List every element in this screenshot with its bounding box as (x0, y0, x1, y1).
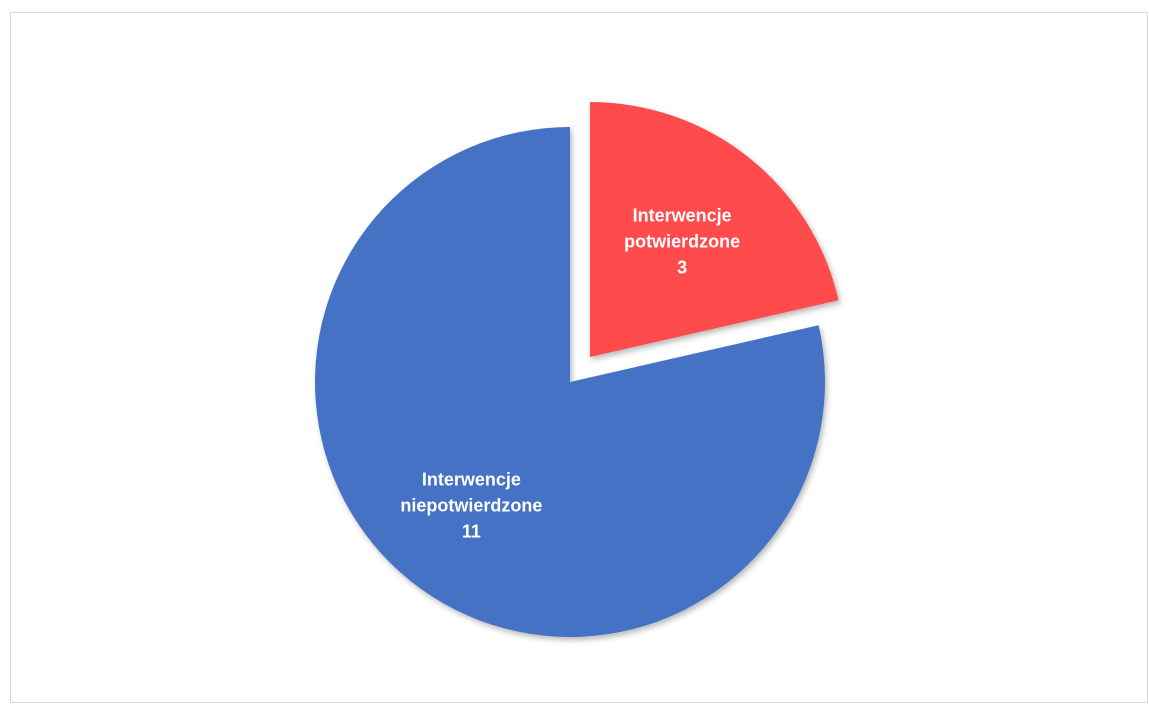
data-label-value: 11 (462, 522, 481, 542)
data-label-line: Interwencje (422, 470, 521, 490)
data-label-line: potwierdzone (624, 231, 740, 251)
pie-slice-0 (589, 101, 839, 357)
data-label-0: Interwencje potwierdzone 3 (624, 205, 740, 277)
pie-slice-1 (315, 127, 826, 637)
data-label-line: niepotwierdzone (400, 496, 542, 516)
data-label-1: Interwencje niepotwierdzone 11 (400, 470, 542, 542)
data-label-value: 3 (677, 257, 687, 277)
data-label-line: Interwencje (633, 205, 732, 225)
slices-layer (315, 101, 839, 637)
labels-layer: Interwencje potwierdzone 3 Interwencje niepo… (400, 205, 740, 541)
